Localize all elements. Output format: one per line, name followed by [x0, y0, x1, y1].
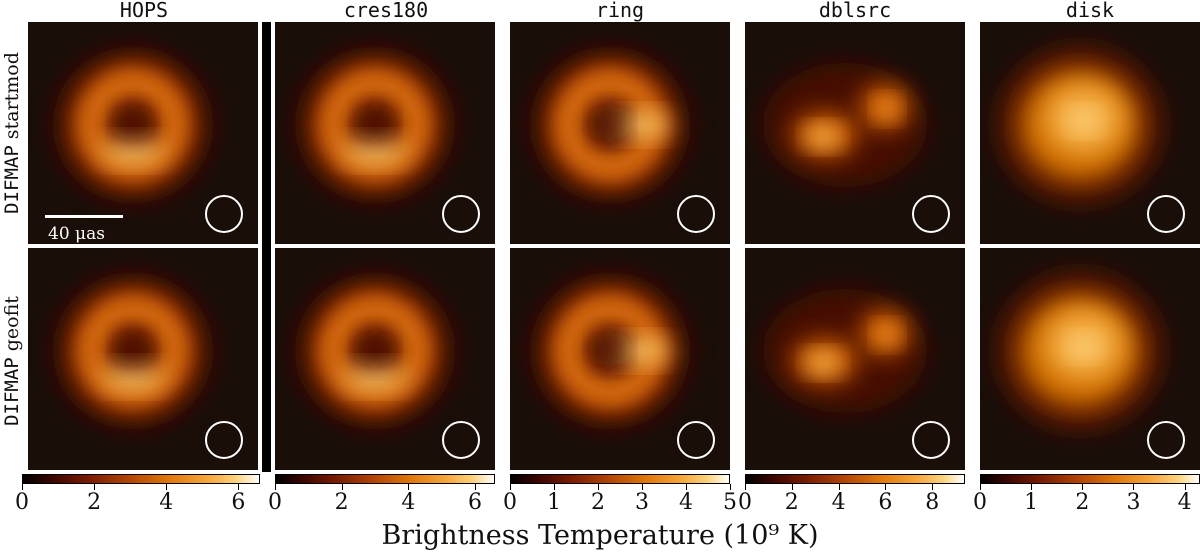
- colorbar-tick: [730, 484, 731, 490]
- colorbar-tick-label: 3: [635, 490, 649, 515]
- beam-circle: [677, 195, 715, 233]
- colorbar-tick-label: 4: [401, 490, 416, 515]
- colorbar-tick-label: 2: [591, 490, 605, 515]
- beam-circle: [442, 195, 480, 233]
- colorbar-tick: [1133, 484, 1135, 490]
- colorbar-tick-label: 2: [784, 490, 799, 515]
- colorbar-tick: [791, 484, 793, 490]
- row-label-setting: startmod: [1, 52, 23, 140]
- colorbar-tick-label: 1: [547, 490, 561, 515]
- colorbar-tick-label: 6: [468, 490, 482, 515]
- colorbar-ring: [510, 474, 730, 484]
- colorbar-tick: [838, 484, 840, 490]
- image-panel-disk-geofit: [980, 248, 1200, 470]
- colorbar-tick-label: 2: [87, 490, 102, 515]
- colorbar-tick: [554, 484, 555, 490]
- scale-bar: [45, 215, 123, 218]
- colorbar-tick: [475, 484, 476, 490]
- colorbar-tick: [932, 484, 934, 490]
- colorbar-tick-label: 0: [503, 490, 517, 515]
- colorbar-tick: [980, 484, 981, 490]
- colorbar-ticks-disk: 0 1 2 3 4: [973, 484, 1200, 524]
- colorbar-tick: [1184, 484, 1186, 490]
- colorbar-tick: [642, 484, 643, 490]
- colorbar-tick-label: 5: [723, 490, 737, 515]
- colorbar-ticks-hops: 0 2 4 6: [15, 484, 260, 524]
- row-label-method: DIFMAP: [1, 145, 23, 214]
- colorbar-tick: [275, 484, 276, 490]
- colorbar-tick: [598, 484, 599, 490]
- image-panel-ring-startmod: [510, 22, 730, 244]
- column-title-disk: disk: [1065, 0, 1115, 22]
- row-label-setting: geofit: [1, 296, 23, 352]
- colorbar-cres180: [275, 474, 495, 484]
- colorbar-tick-label: 4: [679, 490, 693, 515]
- image-panel-disk-startmod: [980, 22, 1200, 244]
- colorbar-tick-label: 0: [15, 490, 29, 515]
- colorbar-tick: [238, 484, 240, 490]
- image-panel-cres180-geofit: [275, 248, 495, 470]
- colorbar-tick-label: 8: [925, 490, 940, 515]
- colorbar-tick: [94, 484, 96, 490]
- colorbar-ticks-dblsrc: 0 2 4 6 8: [738, 484, 965, 524]
- colorbar-tick: [510, 484, 511, 490]
- colorbar-tick-label: 3: [1126, 490, 1141, 515]
- colorbar-hops: [22, 474, 260, 484]
- colorbar-axis-label: Brightness Temperature (10⁹ K): [381, 520, 819, 551]
- separator-bar: [262, 22, 271, 472]
- colorbar-tick-label: 4: [159, 490, 174, 515]
- beam-circle: [205, 421, 243, 459]
- image-panel-ring-geofit: [510, 248, 730, 470]
- row-label-geofit: DIFMAP geofit: [1, 251, 23, 471]
- colorbar-tick: [166, 484, 168, 490]
- colorbar-tick: [1031, 484, 1033, 490]
- colorbar-ticks-ring: 0 1 2 3 4 5: [503, 484, 737, 524]
- colorbar-ticks-cres180: 0 2 4 6: [268, 484, 495, 524]
- colorbar-tick: [22, 484, 23, 490]
- colorbar-tick-label: 2: [334, 490, 349, 515]
- colorbar-tick-label: 0: [738, 490, 752, 515]
- column-title-ring: ring: [595, 0, 645, 22]
- colorbar-tick-label: 6: [231, 490, 246, 515]
- column-title-hops: HOPS: [119, 0, 169, 22]
- colorbar-tick-label: 4: [1177, 490, 1192, 515]
- colorbar-tick-label: 1: [1024, 490, 1039, 515]
- colorbar-tick-label: 4: [831, 490, 846, 515]
- colorbar-tick: [408, 484, 410, 490]
- colorbar-tick-label: 2: [1075, 490, 1090, 515]
- colorbar-tick-label: 0: [268, 490, 282, 515]
- beam-circle: [442, 421, 480, 459]
- colorbar-tick: [885, 484, 887, 490]
- image-panel-hops-startmod: [28, 22, 258, 244]
- column-title-cres180: cres180: [343, 0, 429, 22]
- colorbar-tick-label: 6: [878, 490, 893, 515]
- colorbar-dblsrc: [745, 474, 965, 484]
- image-panel-cres180-startmod: [275, 22, 495, 244]
- image-panel-dblsrc-startmod: [745, 22, 965, 244]
- row-label-method: DIFMAP: [1, 357, 23, 426]
- colorbar-tick: [686, 484, 687, 490]
- beam-circle: [1147, 195, 1185, 233]
- scale-bar-label: 40 μas: [48, 224, 105, 244]
- image-panel-dblsrc-geofit: [745, 248, 965, 470]
- colorbar-tick: [341, 484, 343, 490]
- colorbar-tick-label: 0: [973, 490, 987, 515]
- column-title-dblsrc: dblsrc: [818, 0, 892, 22]
- colorbar-tick: [1082, 484, 1084, 490]
- image-panel-hops-geofit: [28, 248, 258, 470]
- row-label-startmod: DIFMAP startmod: [1, 23, 23, 243]
- beam-circle: [205, 195, 243, 233]
- beam-circle: [912, 195, 950, 233]
- beam-circle: [1147, 421, 1185, 459]
- beam-circle: [912, 421, 950, 459]
- beam-circle: [677, 421, 715, 459]
- colorbar-tick: [745, 484, 746, 490]
- colorbar-disk: [980, 474, 1200, 484]
